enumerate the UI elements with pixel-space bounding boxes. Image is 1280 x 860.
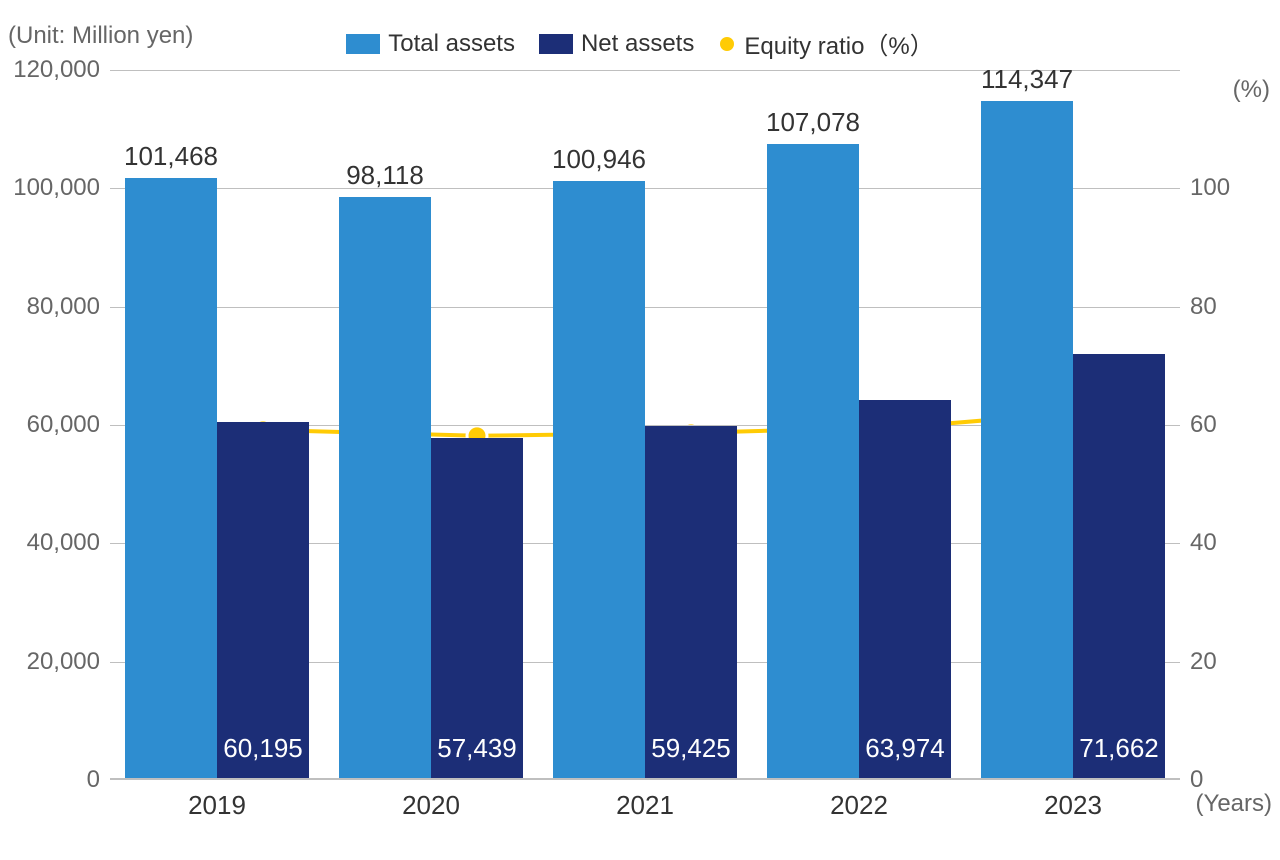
bar-label-net: 57,439 [437, 733, 517, 764]
y-left-tick: 0 [87, 766, 100, 794]
y-left-tick: 20,000 [27, 648, 100, 676]
y-right-tick: 40 [1190, 529, 1217, 557]
bar-label-net: 59,425 [651, 733, 731, 764]
bar-label-net: 60,195 [223, 733, 303, 764]
legend-marker-equity [718, 35, 736, 53]
bar-net-assets: 63,974 [859, 400, 951, 779]
chart-legend: Total assets Net assets Equity ratio（%） [0, 26, 1280, 61]
bar-net-assets: 59,425 [645, 426, 737, 778]
y-left-tick: 100,000 [13, 174, 100, 202]
legend-net-assets: Net assets [539, 26, 694, 61]
legend-total-assets: Total assets [346, 26, 515, 61]
x-axis-label: (Years) [1196, 790, 1272, 818]
y-left-tick: 120,000 [13, 56, 100, 84]
bar-group: 100,94659,425 [538, 181, 752, 778]
bar-label-net: 63,974 [865, 733, 945, 764]
x-tick: 2020 [402, 790, 460, 821]
bar-label-total: 98,118 [346, 160, 424, 197]
legend-swatch-net [539, 34, 573, 54]
y-left-tick: 40,000 [27, 529, 100, 557]
legend-label-equity: Equity ratio（%） [744, 26, 933, 61]
legend-swatch-total [346, 34, 380, 54]
bar-label-net: 71,662 [1079, 733, 1159, 764]
y-right-tick: 100 [1190, 174, 1230, 202]
bar-total-assets: 101,468 [125, 178, 217, 778]
bar-net-assets: 57,439 [431, 438, 523, 778]
x-tick: 2023 [1044, 790, 1102, 821]
y-right-tick: 60 [1190, 411, 1217, 439]
bar-group: 114,34771,662 [966, 101, 1180, 778]
bar-net-assets: 71,662 [1073, 354, 1165, 778]
assets-equity-chart: (Unit: Million yen) (%) Total assets Net… [0, 0, 1280, 860]
bar-group: 98,11857,439 [324, 197, 538, 778]
y-right-unit-label: (%) [1233, 76, 1270, 104]
y-right-tick: 80 [1190, 293, 1217, 321]
bar-label-total: 100,946 [552, 144, 646, 181]
bar-total-assets: 107,078 [767, 144, 859, 778]
x-tick: 2019 [188, 790, 246, 821]
y-right-tick: 20 [1190, 648, 1217, 676]
bar-total-assets: 100,946 [553, 181, 645, 778]
plot-area: 020,00040,00060,00080,000100,000120,0000… [110, 70, 1180, 780]
y-left-tick: 60,000 [27, 411, 100, 439]
y-left-tick: 80,000 [27, 293, 100, 321]
legend-label-net: Net assets [581, 30, 694, 58]
legend-equity-ratio: Equity ratio（%） [718, 26, 933, 61]
bar-group: 101,46860,195 [110, 178, 324, 778]
bar-label-total: 114,347 [981, 64, 1073, 101]
bar-total-assets: 98,118 [339, 197, 431, 778]
bar-total-assets: 114,347 [981, 101, 1073, 778]
x-tick: 2022 [830, 790, 888, 821]
legend-label-total: Total assets [388, 30, 515, 58]
bar-label-total: 101,468 [124, 141, 218, 178]
bar-group: 107,07863,974 [752, 144, 966, 778]
bar-label-total: 107,078 [766, 107, 860, 144]
x-tick: 2021 [616, 790, 674, 821]
bar-net-assets: 60,195 [217, 422, 309, 778]
